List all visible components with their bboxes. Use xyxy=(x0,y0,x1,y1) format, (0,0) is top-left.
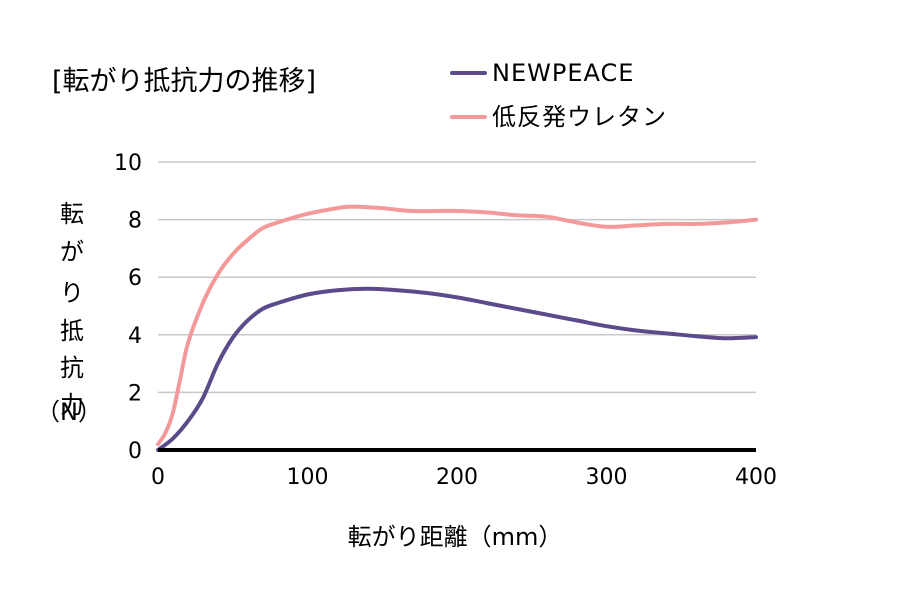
x-tick-label: 400 xyxy=(735,465,777,490)
y-axis-title-char: 転 xyxy=(60,200,84,228)
y-tick-label: 4 xyxy=(128,324,142,349)
y-tick-label: 8 xyxy=(128,209,142,234)
x-axis-title: 転がり距離（mm） xyxy=(348,523,563,551)
series-layer xyxy=(156,204,758,452)
chart-title: [転がり抵抗力の推移] xyxy=(52,66,316,97)
x-tick-labels: 0 100 200 300 400 xyxy=(151,465,777,490)
legend: NEWPEACE 低反発ウレタン xyxy=(450,59,667,131)
y-tick-label: 0 xyxy=(128,439,142,464)
y-axis-title-char: 抵 xyxy=(60,317,84,345)
y-axis-title-char: 抗 xyxy=(60,354,84,382)
y-axis-title-char: が xyxy=(60,238,84,266)
y-axis-title-char: （N） xyxy=(36,398,102,426)
legend-label-urethane: 低反発ウレタン xyxy=(492,103,667,131)
y-tick-label: 10 xyxy=(114,151,142,176)
y-axis-title-char: 力 xyxy=(60,391,84,419)
x-tick-label: 100 xyxy=(287,465,329,490)
y-axis-title: 転がり抵抗力（N） xyxy=(36,200,102,426)
x-tick-label: 300 xyxy=(586,465,628,490)
gridlines xyxy=(158,161,756,394)
series-line-newpeace xyxy=(156,286,758,452)
y-axis-title-char: り xyxy=(60,279,84,307)
y-tick-labels: 0 2 4 6 8 10 xyxy=(114,151,142,464)
y-tick-label: 6 xyxy=(128,266,142,291)
legend-label-newpeace: NEWPEACE xyxy=(492,59,634,87)
x-tick-label: 0 xyxy=(151,465,165,490)
x-tick-label: 200 xyxy=(436,465,478,490)
y-tick-label: 2 xyxy=(128,381,142,406)
series-line-urethane xyxy=(156,204,758,447)
